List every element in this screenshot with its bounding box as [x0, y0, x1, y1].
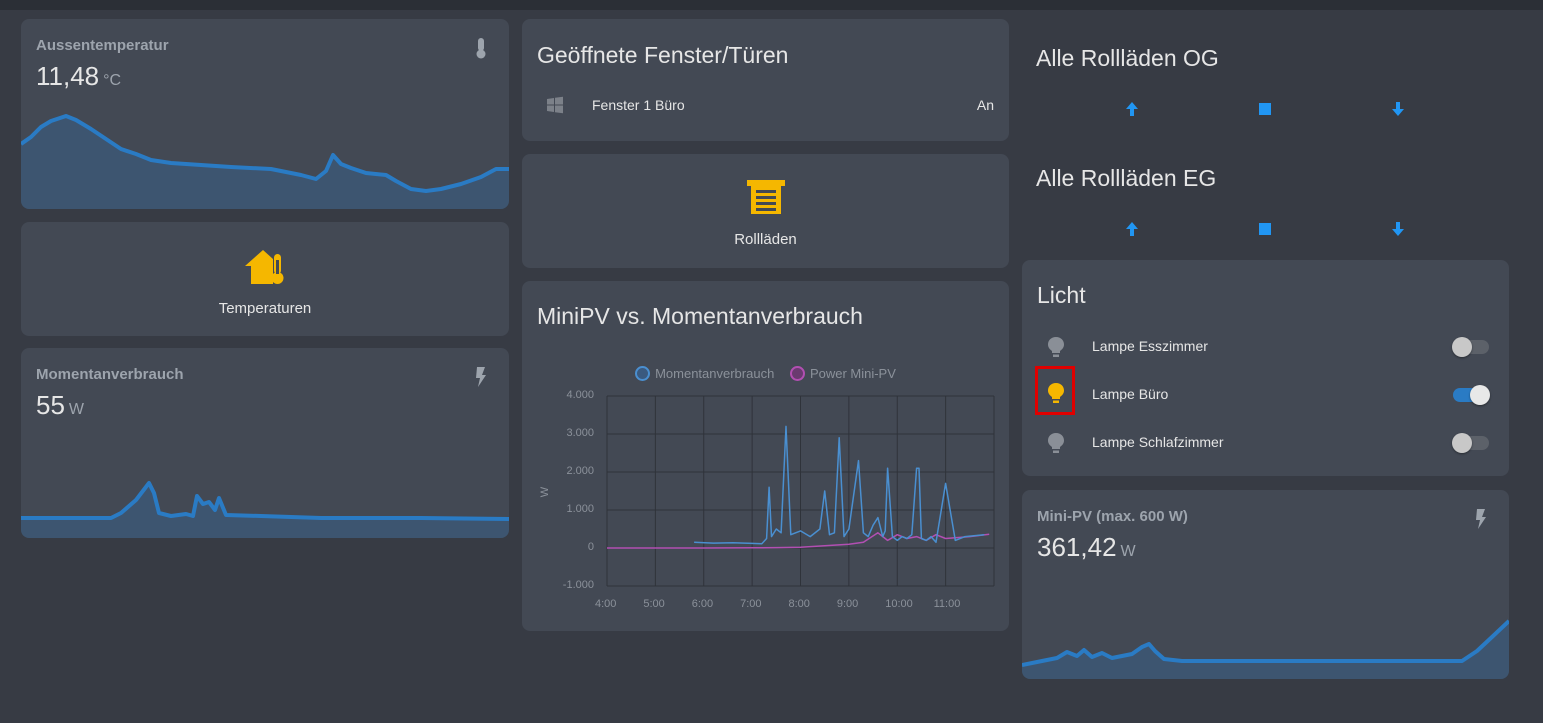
cover-eg-stop-button[interactable]	[1253, 217, 1277, 241]
light-toggle-buero[interactable]	[1453, 385, 1490, 405]
open-windows-card: Geöffnete Fenster/Türen Fenster 1 Büro A…	[522, 19, 1009, 141]
x-tick-label: 8:00	[788, 598, 810, 610]
cover-og-stop-button[interactable]	[1253, 97, 1277, 121]
highlight-box	[1035, 366, 1075, 415]
cover-eg-up-button[interactable]	[1120, 217, 1144, 241]
flash-icon	[1476, 509, 1486, 529]
x-tick-label: 7:00	[740, 598, 762, 610]
lightbulb-icon[interactable]	[1045, 431, 1067, 455]
outside-temperature-card[interactable]: Aussentemperatur 11,48 °C	[21, 19, 509, 209]
minipv-chart-card: MiniPV vs. Momentanverbrauch Momentanver…	[522, 281, 1009, 631]
sensor-name: Mini-PV (max. 600 W)	[1037, 508, 1188, 525]
arrow-up-icon	[1126, 222, 1138, 236]
lightbulb-icon[interactable]	[1045, 381, 1067, 405]
chart-legend: Momentanverbrauch Power Mini-PV	[522, 366, 1009, 381]
stop-icon	[1259, 103, 1271, 115]
shutters-button[interactable]: Rollläden	[522, 154, 1009, 268]
minipv-sparkline	[1022, 619, 1509, 679]
toggle-knob	[1452, 337, 1472, 357]
legend-dot	[789, 366, 805, 381]
cover-og-down-button[interactable]	[1386, 97, 1410, 121]
legend-dot	[635, 366, 651, 381]
home-thermometer-icon	[245, 250, 284, 284]
light-toggle-schlafzimmer[interactable]	[1452, 433, 1489, 453]
arrow-up-icon	[1126, 102, 1138, 116]
minipv-card[interactable]: Mini-PV (max. 600 W) 361,42 W	[1022, 490, 1509, 679]
top-bar	[0, 0, 1543, 10]
temperatures-button[interactable]: Temperaturen	[21, 222, 509, 336]
light-label-esszimmer[interactable]: Lampe Esszimmer	[1092, 338, 1208, 354]
series-line-momentanverbrauch	[694, 425, 985, 545]
temperature-sparkline	[21, 114, 509, 209]
light-toggle-esszimmer[interactable]	[1452, 337, 1489, 357]
power-usage-card[interactable]: Momentanverbrauch 55 W	[21, 348, 509, 538]
y-tick-label: 2.000	[566, 465, 594, 477]
arrow-down-icon	[1392, 102, 1404, 116]
window-icon	[547, 96, 563, 114]
sensor-name: Momentanverbrauch	[36, 366, 184, 383]
chart-title: MiniPV vs. Momentanverbrauch	[537, 303, 863, 329]
button-label: Temperaturen	[218, 300, 312, 317]
covers-og-title: Alle Rollläden OG	[1036, 45, 1219, 71]
y-tick-label: -1.000	[562, 579, 594, 591]
cover-og-up-button[interactable]	[1120, 97, 1144, 121]
toggle-knob	[1452, 433, 1472, 453]
legend-item-minipv[interactable]: Power Mini-PV	[789, 366, 896, 381]
sensor-value: 55 W	[36, 390, 85, 420]
x-tick-label: 9:00	[836, 598, 859, 610]
series-line-power-mini-pv	[607, 532, 990, 549]
legend-item-consumption[interactable]: Momentanverbrauch	[635, 366, 774, 381]
x-tick-label: 4:00	[595, 598, 617, 610]
button-label: Rollläden	[734, 231, 797, 248]
cover-eg-down-button[interactable]	[1386, 217, 1410, 241]
y-tick-label: 1.000	[566, 503, 594, 515]
sensor-value: 361,42 W	[1037, 532, 1136, 562]
flash-icon	[476, 367, 486, 387]
x-tick-label: 10:00	[885, 598, 913, 610]
y-tick-label: 4.000	[566, 389, 594, 401]
sensor-name: Aussentemperatur	[36, 37, 169, 54]
card-title: Licht	[1037, 282, 1086, 308]
toggle-knob	[1470, 385, 1490, 405]
line-chart	[606, 395, 995, 587]
garage-door-icon	[746, 180, 785, 214]
stop-icon	[1259, 223, 1271, 235]
light-label-schlafzimmer[interactable]: Lampe Schlafzimmer	[1092, 434, 1224, 450]
x-tick-label: 6:00	[691, 598, 714, 610]
power-sparkline	[21, 481, 509, 538]
window-row-state: An	[976, 97, 994, 113]
window-row-label[interactable]: Fenster 1 Büro	[592, 97, 685, 113]
y-tick-label: 3.000	[566, 427, 594, 439]
lightbulb-icon[interactable]	[1045, 335, 1067, 359]
light-label-buero[interactable]: Lampe Büro	[1092, 386, 1169, 402]
arrow-down-icon	[1392, 222, 1404, 236]
thermometer-icon	[476, 38, 486, 59]
x-tick-label: 5:00	[643, 598, 665, 610]
sensor-value: 11,48 °C	[36, 61, 122, 91]
lights-card: Licht Lampe Esszimmer Lampe Büro Lampe S…	[1022, 260, 1509, 476]
x-tick-label: 11:00	[933, 598, 961, 610]
covers-eg-title: Alle Rollläden EG	[1036, 165, 1217, 191]
y-tick-label: 0	[587, 541, 594, 553]
card-title: Geöffnete Fenster/Türen	[537, 42, 789, 68]
